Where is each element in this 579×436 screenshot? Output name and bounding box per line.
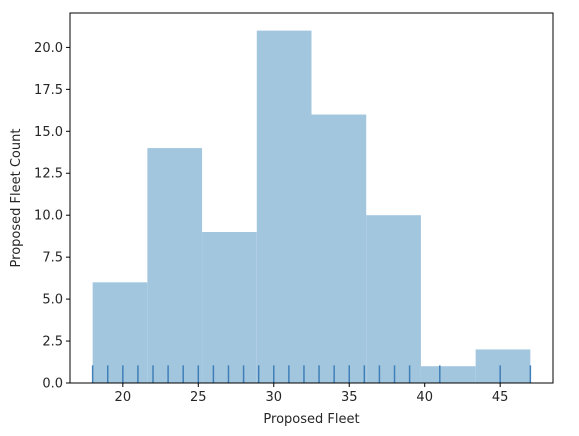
y-tick-label: 0.0 [42, 377, 63, 392]
y-tick-label: 12.5 [34, 167, 63, 182]
histogram-bar-6 [366, 215, 421, 383]
histogram-bar-1 [92, 282, 148, 383]
x-tick-label: 20 [115, 390, 132, 405]
histogram-bar-3 [202, 231, 257, 383]
y-axis-ticks: 0.0 2.5 5.0 7.5 10.0 12.5 15.0 17.5 20.0 [34, 41, 70, 392]
x-tick-label: 40 [416, 390, 433, 405]
y-tick-label: 20.0 [34, 41, 63, 56]
x-tick-label: 30 [265, 390, 282, 405]
x-axis-label: Proposed Fleet [263, 412, 359, 427]
x-tick-label: 25 [190, 390, 207, 405]
plot-frame [69, 12, 554, 384]
y-tick-label: 7.5 [42, 251, 63, 266]
histogram-bar-8 [475, 349, 531, 383]
x-axis-ticks: 20 25 30 35 40 45 [115, 383, 509, 405]
y-tick-label: 5.0 [42, 293, 63, 308]
histogram-bar-5 [311, 114, 367, 383]
rug-marks [91, 365, 532, 383]
histogram-bar-2 [147, 148, 203, 383]
y-tick-label: 17.5 [34, 83, 63, 98]
histogram-bar-7 [420, 366, 476, 383]
x-tick-label: 45 [492, 390, 509, 405]
histogram-bar-4 [256, 30, 312, 383]
x-tick-label: 35 [341, 390, 358, 405]
y-tick-label: 10.0 [34, 209, 63, 224]
y-tick-label: 2.5 [42, 335, 63, 350]
y-axis-label: Proposed Fleet Count [9, 129, 24, 268]
y-tick-label: 15.0 [34, 125, 63, 140]
histogram-bars [92, 30, 531, 383]
